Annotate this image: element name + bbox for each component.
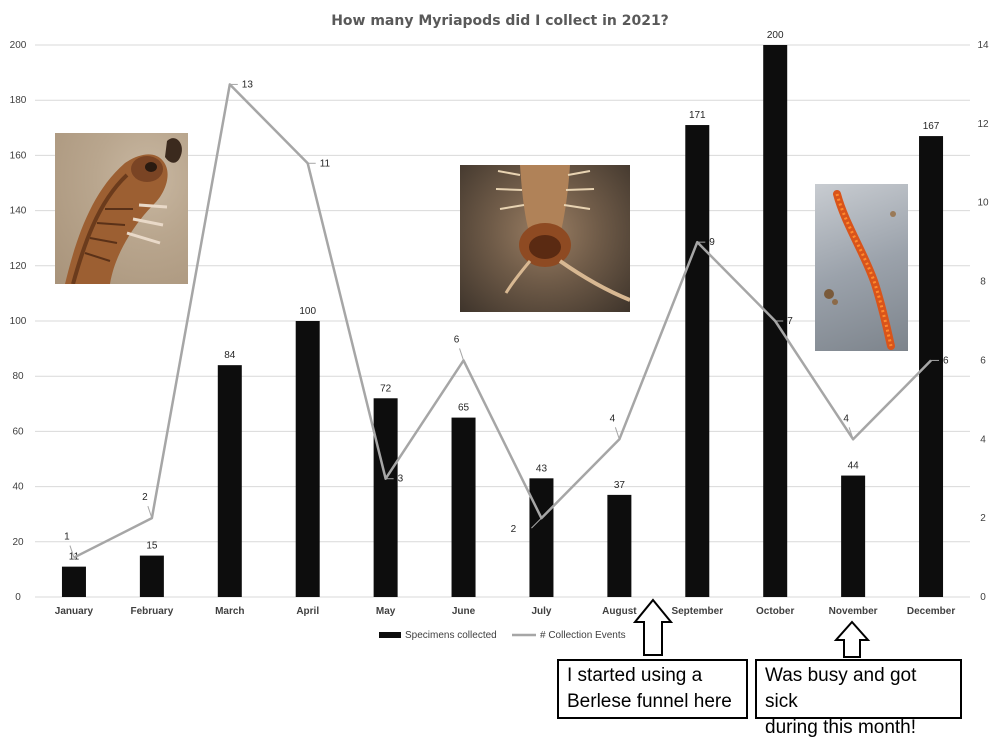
line-value-label: 6 — [454, 334, 460, 345]
bar — [217, 365, 242, 597]
category-label: December — [907, 606, 955, 617]
bar — [373, 398, 398, 597]
line-data-labels: 1 2 13 11 3 6 2 4 9 7 4 6 — [64, 79, 949, 558]
bar — [607, 494, 632, 597]
left-tick-label: 120 — [10, 261, 27, 272]
category-label: September — [671, 606, 723, 617]
line-value-label: 3 — [398, 474, 404, 485]
line-value-label: 6 — [943, 355, 949, 366]
line-value-label: 4 — [610, 413, 616, 424]
series-line — [73, 83, 932, 559]
annotation-line: I started using a — [567, 665, 703, 686]
bar-value-label: 72 — [380, 383, 392, 394]
line-value-label: 1 — [64, 532, 70, 543]
bar-value-label: 84 — [224, 350, 236, 361]
right-tick-label: 4 — [980, 434, 986, 445]
category-label: July — [531, 606, 551, 617]
bar — [685, 125, 710, 597]
right-tick-label: 0 — [980, 592, 986, 603]
right-axis-ticks: 0 2 4 6 8 10 12 14 — [977, 40, 989, 603]
centipede-head-icon — [460, 165, 630, 312]
label-leader-line — [459, 348, 465, 361]
category-label: May — [376, 606, 396, 617]
right-tick-label: 12 — [977, 119, 989, 130]
line-value-label: 13 — [242, 79, 254, 90]
left-tick-label: 160 — [10, 150, 27, 161]
left-tick-label: 140 — [10, 206, 27, 217]
bar — [295, 321, 320, 597]
bar-value-label: 15 — [146, 541, 158, 552]
label-leader-line — [531, 517, 542, 529]
line-value-label: 2 — [511, 524, 517, 535]
gridlines — [35, 44, 970, 598]
label-leader-line — [69, 545, 75, 558]
bar — [529, 478, 554, 597]
legend-label-line: # Collection Events — [540, 630, 626, 641]
left-tick-label: 180 — [10, 95, 27, 106]
right-tick-label: 2 — [980, 513, 986, 524]
legend: Specimens collected # Collection Events — [379, 630, 626, 641]
bar-value-label: 65 — [458, 403, 470, 414]
bar-value-label: 167 — [923, 121, 940, 132]
left-tick-label: 20 — [12, 537, 24, 548]
bar — [451, 417, 476, 597]
category-label: January — [55, 606, 94, 617]
bar — [919, 136, 944, 597]
label-leader-line — [848, 427, 854, 440]
label-leader-line — [147, 505, 153, 519]
line-value-label: 7 — [787, 316, 793, 327]
category-label: October — [756, 606, 794, 617]
left-tick-label: 200 — [10, 40, 27, 51]
right-tick-label: 14 — [977, 40, 989, 51]
left-tick-label: 0 — [15, 592, 21, 603]
category-label: November — [829, 606, 878, 617]
line-value-label: 2 — [142, 492, 148, 503]
annotation-berlese-funnel: I started using a Berlese funnel here — [557, 659, 748, 719]
category-label: June — [452, 606, 476, 617]
bar-value-label: 200 — [767, 30, 784, 41]
bar — [841, 475, 866, 597]
millipede-head-icon — [55, 133, 188, 284]
line-value-label: 11 — [320, 158, 331, 169]
annotation-line: during this month! — [765, 717, 917, 738]
annotation-got-sick: Was busy and got sick during this month! — [755, 659, 962, 738]
category-label: April — [296, 606, 319, 617]
orange-millipede-icon — [815, 184, 908, 351]
line-series-events — [73, 83, 932, 559]
left-tick-label: 40 — [12, 482, 24, 493]
right-tick-label: 6 — [980, 355, 986, 366]
line-value-label: 9 — [709, 237, 715, 248]
left-tick-label: 80 — [12, 371, 24, 382]
bar-series-specimens — [61, 45, 944, 597]
category-label: March — [215, 606, 244, 617]
right-tick-label: 10 — [977, 198, 989, 209]
bar-value-label: 44 — [848, 461, 860, 472]
up-arrow-icon — [632, 598, 674, 656]
category-axis-labels: January February March April May June July Augu… — [55, 606, 956, 617]
bar-value-label: 171 — [689, 110, 706, 121]
bar-value-label: 100 — [299, 306, 316, 317]
line-value-label: 4 — [843, 413, 849, 424]
legend-label-bar: Specimens collected — [405, 630, 497, 641]
bar-value-label: 37 — [614, 480, 626, 491]
right-tick-label: 8 — [980, 277, 986, 288]
left-tick-label: 60 — [12, 426, 24, 437]
bar — [61, 566, 86, 597]
category-label: February — [130, 606, 173, 617]
bar-value-label: 43 — [536, 463, 548, 474]
bar — [139, 555, 164, 597]
annotation-line: Berlese funnel here — [567, 691, 732, 712]
label-leader-line — [614, 427, 620, 440]
category-label: August — [602, 606, 637, 617]
left-tick-label: 100 — [10, 316, 27, 327]
legend-swatch-bar — [379, 632, 401, 638]
annotation-line: Was busy and got sick — [765, 665, 917, 712]
left-axis-ticks: 0 20 40 60 80 100 120 140 160 180 200 — [10, 40, 27, 603]
up-arrow-icon — [833, 620, 871, 658]
chart-title: How many Myriapods did I collect in 2021… — [331, 13, 669, 29]
